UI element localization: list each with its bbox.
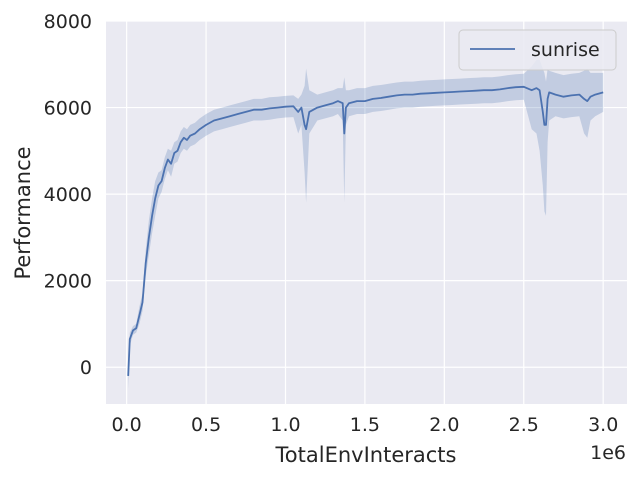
legend-entry-sunrise: sunrise xyxy=(531,39,600,61)
x-tick-labels: 0.0 0.5 1.0 1.5 2.0 2.5 3.0 xyxy=(112,414,619,436)
confidence-band xyxy=(128,59,604,389)
legend-box xyxy=(458,29,617,71)
y-tick-labels: 0 2000 4000 6000 8000 xyxy=(44,11,92,379)
legend: sunrise xyxy=(458,29,617,71)
y-axis-label: Performance xyxy=(11,146,35,279)
x-tick-label: 0.5 xyxy=(191,414,221,436)
x-tick-label: 1.0 xyxy=(270,414,300,436)
y-tick-label: 0 xyxy=(80,357,92,379)
x-tick-label: 2.0 xyxy=(429,414,459,436)
x-tick-label: 1.5 xyxy=(350,414,380,436)
x-axis-label: TotalEnvInteracts xyxy=(275,443,457,467)
y-tick-label: 8000 xyxy=(44,11,92,33)
x-offset-label: 1e6 xyxy=(590,442,626,464)
x-tick-label: 3.0 xyxy=(588,414,618,436)
plot-background xyxy=(106,21,627,404)
x-tick-label: 0.0 xyxy=(112,414,142,436)
series-line-sunrise xyxy=(127,85,604,376)
y-tick-label: 4000 xyxy=(44,184,92,206)
y-tick-label: 2000 xyxy=(44,271,92,293)
x-tick-label: 2.5 xyxy=(509,414,539,436)
grid xyxy=(106,20,627,404)
y-tick-label: 6000 xyxy=(44,98,92,120)
